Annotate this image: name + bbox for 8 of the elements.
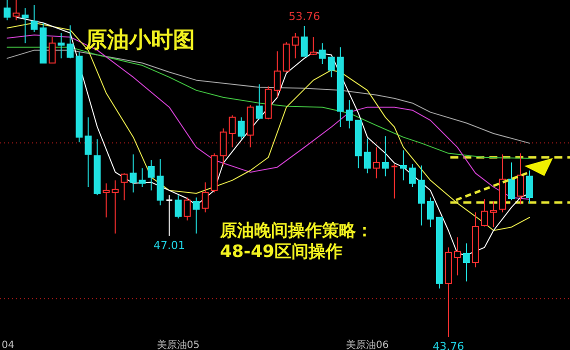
annotation: 43.76 — [432, 340, 464, 350]
annotation: 53.76 — [288, 10, 320, 23]
annotation: 47.01 — [154, 238, 186, 252]
annotation: 原油晚间操作策略： 48-49区间操作 — [219, 221, 373, 262]
x-tick-label: 04 — [2, 340, 14, 350]
x-tick-label: 美原油06 — [346, 339, 389, 350]
text: 原油小时图 — [84, 27, 195, 53]
x-tick-label: 美原油05 — [156, 339, 200, 350]
